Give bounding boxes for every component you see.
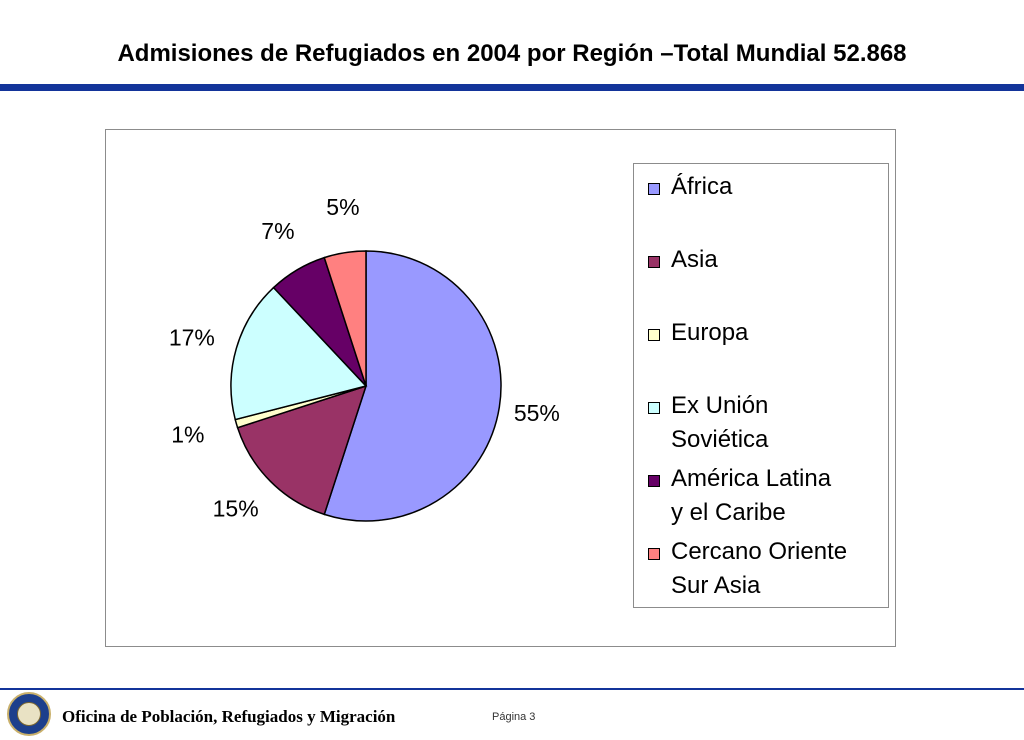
legend-swatch-4 [648, 475, 660, 487]
pie-chart: 55% 15% 1% 17% 7% 5% [169, 194, 560, 522]
seal-eagle-icon [17, 702, 41, 726]
footer-organization: Oficina de Población, Refugiados y Migra… [62, 707, 396, 726]
page-number: Página 3 [492, 711, 536, 723]
legend-swatch-5 [648, 548, 660, 560]
pie-data-label-1: 15% [213, 495, 259, 521]
legend-label-3: Ex Unión Soviética [671, 392, 769, 453]
legend-swatch-0 [648, 183, 660, 195]
pie-data-label-4: 7% [261, 218, 294, 244]
pie-data-label-5: 5% [326, 194, 359, 220]
legend-swatch-3 [648, 402, 660, 414]
legend-swatch-2 [648, 329, 660, 341]
title-divider [0, 84, 1024, 91]
pie-slice-1 [236, 384, 368, 516]
pie-slice-3 [230, 286, 368, 421]
legend-label-0: África [671, 173, 733, 200]
pie-data-label-3: 17% [169, 325, 215, 351]
chart-legend: África Asia Europa Ex Unión Soviética América… [633, 163, 889, 608]
legend-label-5: Cercano Oriente Sur Asia [671, 538, 848, 599]
pie-slice-0 [323, 250, 502, 522]
page-title: Admisiones de Refugiados en 2004 por Reg… [117, 40, 907, 67]
legend-label-4: América Latina y el Caribe [671, 465, 832, 526]
pie-data-label-2: 1% [171, 421, 204, 447]
legend-label-2: Europa [671, 319, 749, 346]
legend-swatch-1 [648, 256, 660, 268]
chart-area: 55% 15% 1% 17% 7% 5% África Asia Europa Ex Unión… [105, 129, 896, 647]
pie-data-label-0: 55% [514, 400, 560, 426]
department-seal-icon [7, 692, 51, 736]
footer-divider [0, 688, 1024, 690]
pie-slice-5 [323, 250, 367, 387]
legend-label-1: Asia [671, 246, 718, 273]
